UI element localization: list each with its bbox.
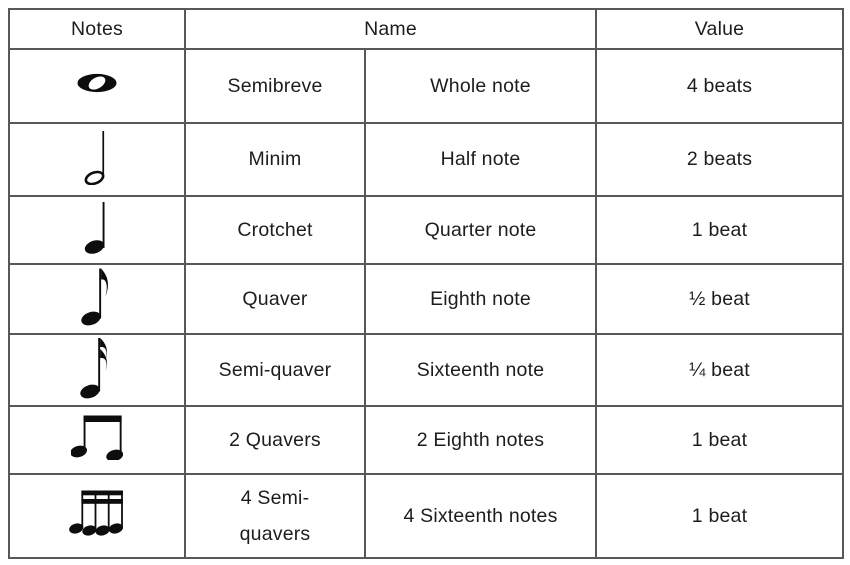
table-row-semibreve: Semibreve Whole note 4 beats — [8, 48, 845, 124]
beamed-eighth-notes-icon — [71, 414, 123, 460]
name-us-cell: Quarter note — [363, 195, 598, 265]
name-uk-cell: Semi-quaver — [184, 333, 366, 407]
name-uk-cell: Minim — [184, 122, 366, 197]
name-us-cell: Whole note — [363, 48, 598, 124]
table-row-4-semi-quavers: 4 Semi- quavers 4 Sixteenth notes 1 beat — [8, 473, 845, 559]
name-uk-cell: Crotchet — [184, 195, 366, 265]
name-us-cell: Half note — [363, 122, 598, 197]
whole-note-icon — [74, 73, 120, 93]
sixteenth-note-icon — [80, 336, 114, 399]
table-row-crotchet: Crotchet Quarter note 1 beat — [8, 195, 845, 265]
half-note-icon — [84, 129, 110, 185]
name-uk-cell: Quaver — [184, 263, 366, 335]
value-cell: ½ beat — [595, 263, 845, 335]
note-values-table-container: Notes Name Value Semibreve Whole note 4 — [8, 8, 845, 559]
col-header-value: Value — [595, 8, 845, 50]
name-us-cell: Eighth note — [363, 263, 598, 335]
beamed-sixteenth-notes-icon — [69, 489, 125, 537]
table-row-minim: Minim Half note 2 beats — [8, 122, 845, 197]
table-row-semi-quaver: Semi-quaver Sixteenth note ¼ beat — [8, 333, 845, 407]
col-header-notes: Notes — [8, 8, 186, 50]
table-row-2-quavers: 2 Quavers 2 Eighth notes 1 beat — [8, 405, 845, 475]
table-row-quaver: Quaver Eighth note ½ beat — [8, 263, 845, 335]
name-us-cell: 4 Sixteenth notes — [363, 473, 598, 559]
quarter-note-icon — [84, 200, 110, 254]
value-cell: ¼ beat — [595, 333, 845, 407]
name-us-cell: Sixteenth note — [363, 333, 598, 407]
name-uk-cell: 2 Quavers — [184, 405, 366, 475]
value-cell: 4 beats — [595, 48, 845, 124]
col-header-name: Name — [183, 8, 598, 50]
name-uk-cell: 4 Semi- quavers — [184, 473, 366, 559]
value-cell: 1 beat — [595, 405, 845, 475]
name-uk-cell: Semibreve — [184, 48, 366, 124]
eighth-note-icon — [81, 266, 113, 326]
value-cell: 1 beat — [595, 195, 845, 265]
name-us-cell: 2 Eighth notes — [363, 405, 598, 475]
value-cell: 2 beats — [595, 122, 845, 197]
note-values-table: Notes Name Value Semibreve Whole note 4 — [8, 8, 845, 559]
value-cell: 1 beat — [595, 473, 845, 559]
header-row: Notes Name Value — [8, 8, 845, 50]
